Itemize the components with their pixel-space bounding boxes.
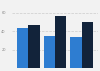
- Bar: [28, 25, 40, 68]
- Bar: [82, 22, 93, 68]
- Bar: [44, 36, 55, 68]
- Bar: [17, 28, 28, 68]
- Bar: [55, 16, 66, 68]
- Bar: [70, 37, 82, 68]
